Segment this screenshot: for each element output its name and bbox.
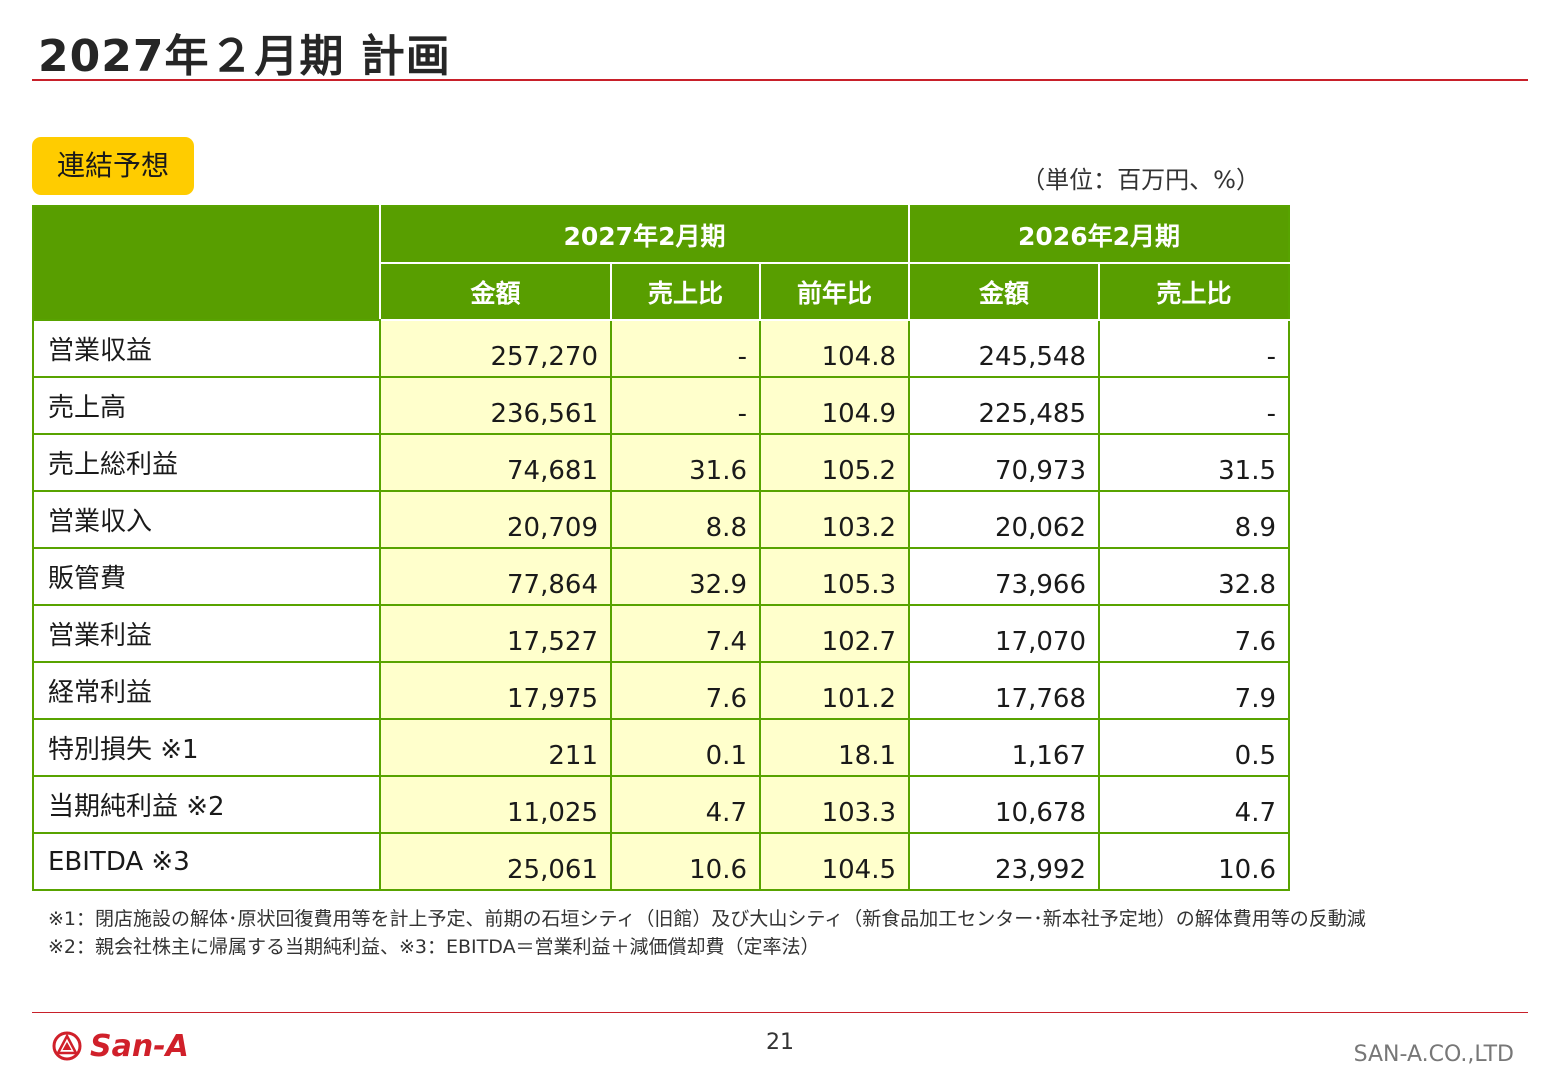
cell-cur-yoy: 105.3 <box>759 547 910 606</box>
footer-divider <box>32 1012 1528 1013</box>
cell-cur-amount: 257,270 <box>379 319 612 378</box>
cell-prev-amount: 73,966 <box>908 547 1100 606</box>
row-label: 営業収入 <box>32 490 381 549</box>
unit-note: （単位：百万円、%） <box>1021 166 1260 194</box>
table-row: 当期純利益 ※2 11,025 4.7 103.3 10,678 4.7 <box>32 775 1291 834</box>
cell-prev-sales-ratio: 4.7 <box>1097 775 1291 834</box>
cell-prev-sales-ratio: - <box>1097 319 1291 378</box>
table-row: 営業収入 20,709 8.8 103.2 20,062 8.9 <box>32 490 1291 549</box>
row-label: 売上総利益 <box>32 433 381 492</box>
cell-prev-amount: 17,070 <box>908 604 1100 663</box>
cell-cur-yoy: 103.2 <box>759 490 910 549</box>
cell-cur-sales-ratio: 0.1 <box>610 718 761 777</box>
row-label: 販管費 <box>32 547 381 606</box>
header-prev-amount: 金額 <box>908 262 1100 321</box>
row-label: 経常利益 <box>32 661 381 720</box>
header-period-previous: 2026年2月期 <box>907 205 1291 264</box>
row-label: 当期純利益 ※2 <box>32 775 381 834</box>
title-divider <box>32 79 1528 81</box>
company-logo: San-A <box>52 1026 189 1066</box>
cell-cur-sales-ratio: 7.6 <box>610 661 761 720</box>
table-row: 販管費 77,864 32.9 105.3 73,966 32.8 <box>32 547 1291 606</box>
header-cur-sales-ratio: 売上比 <box>610 262 761 321</box>
cell-prev-sales-ratio: 0.5 <box>1097 718 1291 777</box>
cell-cur-amount: 17,527 <box>379 604 612 663</box>
cell-cur-amount: 74,681 <box>379 433 612 492</box>
cell-cur-amount: 236,561 <box>379 376 612 435</box>
cell-prev-sales-ratio: - <box>1097 376 1291 435</box>
row-label: 営業利益 <box>32 604 381 663</box>
table-row: 営業利益 17,527 7.4 102.7 17,070 7.6 <box>32 604 1291 663</box>
cell-cur-sales-ratio: 4.7 <box>610 775 761 834</box>
header-prev-sales-ratio: 売上比 <box>1097 262 1291 321</box>
cell-cur-yoy: 104.5 <box>759 832 910 891</box>
row-label: 売上高 <box>32 376 381 435</box>
cell-prev-amount: 70,973 <box>908 433 1100 492</box>
cell-cur-sales-ratio: 31.6 <box>610 433 761 492</box>
table-row: EBITDA ※3 25,061 10.6 104.5 23,992 10.6 <box>32 832 1291 891</box>
cell-prev-amount: 225,485 <box>908 376 1100 435</box>
cell-prev-sales-ratio: 8.9 <box>1097 490 1291 549</box>
cell-cur-yoy: 105.2 <box>759 433 910 492</box>
cell-cur-amount: 11,025 <box>379 775 612 834</box>
footnotes: ※1：閉店施設の解体･原状回復費用等を計上予定、前期の石垣シティ（旧館）及び大山… <box>48 905 1366 961</box>
cell-prev-amount: 245,548 <box>908 319 1100 378</box>
table-row: 特別損失 ※1 211 0.1 18.1 1,167 0.5 <box>32 718 1291 777</box>
cell-prev-sales-ratio: 32.8 <box>1097 547 1291 606</box>
cell-cur-amount: 211 <box>379 718 612 777</box>
page-number: 21 <box>766 1030 794 1055</box>
cell-cur-sales-ratio: - <box>610 319 761 378</box>
cell-cur-sales-ratio: - <box>610 376 761 435</box>
row-label: 特別損失 ※1 <box>32 718 381 777</box>
company-name: SAN-A.CO.,LTD <box>1353 1042 1514 1067</box>
san-a-mark-icon <box>52 1031 82 1061</box>
cell-cur-yoy: 104.8 <box>759 319 910 378</box>
page-title: 2027年２月期 計画 <box>38 31 451 82</box>
logo-text: San-A <box>90 1028 189 1064</box>
table-row: 経常利益 17,975 7.6 101.2 17,768 7.9 <box>32 661 1291 720</box>
row-label: 営業収益 <box>32 319 381 378</box>
cell-cur-sales-ratio: 10.6 <box>610 832 761 891</box>
cell-cur-yoy: 18.1 <box>759 718 910 777</box>
cell-cur-sales-ratio: 7.4 <box>610 604 761 663</box>
table-row: 売上総利益 74,681 31.6 105.2 70,973 31.5 <box>32 433 1291 492</box>
cell-cur-sales-ratio: 8.8 <box>610 490 761 549</box>
header-period-current: 2027年2月期 <box>379 205 910 264</box>
cell-prev-sales-ratio: 31.5 <box>1097 433 1291 492</box>
cell-cur-amount: 25,061 <box>379 832 612 891</box>
cell-cur-amount: 17,975 <box>379 661 612 720</box>
cell-prev-amount: 1,167 <box>908 718 1100 777</box>
footnote-2: ※2：親会社株主に帰属する当期純利益、※3：EBITDA＝営業利益＋減価償却費（… <box>48 936 820 958</box>
cell-prev-amount: 23,992 <box>908 832 1100 891</box>
cell-prev-sales-ratio: 7.6 <box>1097 604 1291 663</box>
table-row: 営業収益 257,270-104.8 245,548- <box>32 319 1291 378</box>
cell-prev-amount: 17,768 <box>908 661 1100 720</box>
cell-cur-yoy: 104.9 <box>759 376 910 435</box>
header-cur-yoy: 前年比 <box>759 262 910 321</box>
cell-prev-amount: 10,678 <box>908 775 1100 834</box>
cell-cur-yoy: 101.2 <box>759 661 910 720</box>
table-row: 売上高 236,561-104.9 225,485- <box>32 376 1291 435</box>
cell-cur-yoy: 103.3 <box>759 775 910 834</box>
section-badge: 連結予想 <box>32 137 194 195</box>
cell-cur-yoy: 102.7 <box>759 604 910 663</box>
cell-cur-sales-ratio: 32.9 <box>610 547 761 606</box>
cell-prev-sales-ratio: 10.6 <box>1097 832 1291 891</box>
financial-forecast-table: 2027年2月期 2026年2月期 金額 売上比 前年比 金額 売上比 営業収益… <box>32 205 1291 891</box>
footnote-1: ※1：閉店施設の解体･原状回復費用等を計上予定、前期の石垣シティ（旧館）及び大山… <box>48 908 1366 930</box>
header-corner <box>32 205 381 321</box>
header-cur-amount: 金額 <box>379 262 612 321</box>
cell-prev-amount: 20,062 <box>908 490 1100 549</box>
row-label: EBITDA ※3 <box>32 832 381 891</box>
cell-prev-sales-ratio: 7.9 <box>1097 661 1291 720</box>
cell-cur-amount: 77,864 <box>379 547 612 606</box>
cell-cur-amount: 20,709 <box>379 490 612 549</box>
